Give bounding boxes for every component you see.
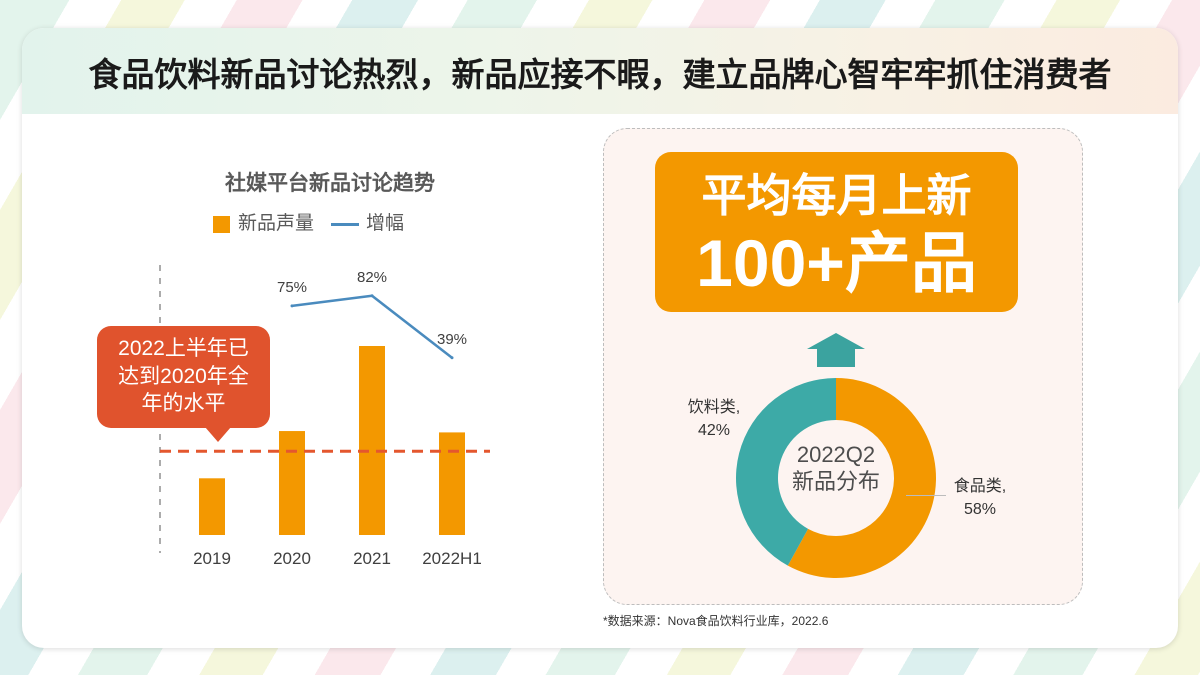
donut-chart [736,378,936,578]
x-tick-label-2021: 2021 [353,549,391,568]
callout-line-1: 2022上半年已 [118,337,249,360]
growth-data-label-2022H1: 39% [437,331,467,348]
slice-name-beverage: 饮料类, [687,399,741,416]
leader-line-food [906,495,946,496]
callout-line-2: 达到2020年全 [118,364,249,388]
callout-pointer [205,427,231,442]
x-tick-label-2022H1: 2022H1 [422,549,482,568]
line-series: 75% 82% 39% [277,269,467,360]
highlight-line-1: 平均每月上新 [701,170,972,221]
x-axis-ticks: 2019 2020 2021 2022H1 [193,549,482,568]
highlight-line-2: 100+产品 [696,226,977,300]
growth-data-label-2020: 75% [277,279,307,296]
callout-box: 2022上半年已 达到2020年全 年的水平 [97,326,270,428]
bar-2021 [359,346,385,535]
x-tick-label-2020: 2020 [273,549,311,568]
growth-point-2021 [370,294,374,298]
donut-center-label-1: 2022Q2 [796,442,876,467]
chart-title: 社媒平台新品讨论趋势 [225,172,435,195]
x-tick-label-2019: 2019 [193,549,231,568]
donut-slice-food [787,378,936,578]
slice-label-beverage: 饮料类, 42% [674,396,754,442]
slice-label-food: 食品类, 58% [940,475,1020,521]
legend-bar-swatch [213,216,230,233]
callout-line-3: 年的水平 [141,392,226,415]
bar-series [199,346,465,535]
up-arrow-icon [807,333,865,367]
highlight-box: 平均每月上新 100+产品 [655,152,1018,312]
trend-chart: 2019 2020 2021 2022H1 75% 82% 39% [159,265,490,568]
legend-bar-label: 新品声量 [238,213,315,234]
bar-2019 [199,478,225,535]
source-note: *数据来源：Nova食品饮料行业库，2022.6 [603,614,829,628]
growth-point-2022H1 [450,356,454,360]
donut-slice-beverage [736,378,836,566]
bar-2020 [279,431,305,535]
title-band [22,28,1178,114]
legend-line-label: 增幅 [366,213,405,234]
growth-data-label-2021: 82% [357,269,387,286]
slice-value-food: 58% [963,501,997,518]
slice-value-beverage: 42% [697,422,731,439]
donut-center-label-2: 新品分布 [791,469,880,494]
slide-title: 食品饮料新品讨论热烈，新品应接不暇，建立品牌心智牢牢抓住消费者 [88,56,1112,93]
bar-2022H1 [439,432,465,535]
legend-line-swatch [331,223,359,226]
growth-point-2020 [290,304,294,308]
slice-name-food: 食品类, [953,478,1007,495]
